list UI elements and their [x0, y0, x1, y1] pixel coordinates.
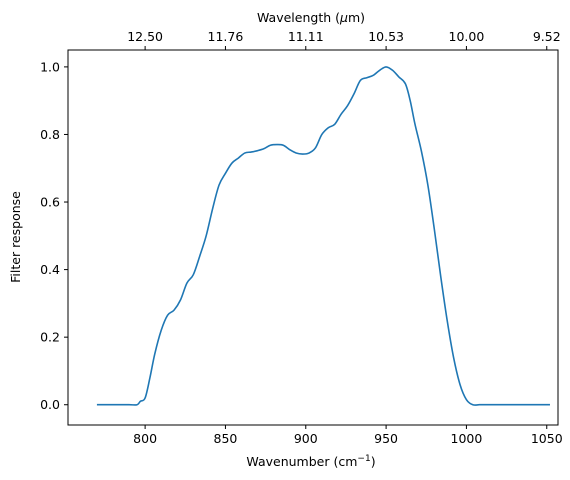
top-tick-label: 11.76: [208, 29, 244, 44]
x-axis-title: Wavenumber (cm−1): [246, 454, 375, 469]
top-tick-label: 10.53: [368, 29, 404, 44]
y-tick-label: 1.0: [40, 59, 60, 74]
top-axis-title-end: m): [348, 10, 365, 25]
y-tick-label: 0.0: [40, 397, 60, 412]
plot-frame: [67, 49, 559, 426]
series-line-0: [96, 66, 550, 406]
x-tick-label: 900: [294, 431, 318, 446]
plot-layer: [96, 66, 550, 406]
x-tick-label: 800: [133, 431, 157, 446]
x-tick-label: 950: [374, 431, 398, 446]
bottom-x-axis: 800 850 900 950 1000 1050: [133, 425, 563, 446]
x-axis-title-text: Wavenumber (cm: [246, 454, 357, 469]
x-tick-label: 850: [214, 431, 238, 446]
left-y-axis: 0.0 0.2 0.4 0.6 0.8 1.0: [40, 59, 68, 412]
top-axis-title: Wavelength (μm): [257, 10, 365, 25]
x-tick-label: 1050: [531, 431, 563, 446]
x-tick-label: 1000: [451, 431, 483, 446]
top-tick-label: 10.00: [449, 29, 485, 44]
top-tick-label: 11.11: [288, 29, 324, 44]
y-tick-label: 0.4: [40, 262, 60, 277]
y-tick-label: 0.2: [40, 330, 60, 345]
y-tick-label: 0.6: [40, 195, 60, 210]
top-axis-title-text: Wavelength (: [257, 10, 340, 25]
top-x-axis: 12.50 11.76 11.11 10.53 10.00 9.52: [127, 29, 561, 50]
y-axis-title: Filter response: [8, 191, 23, 283]
x-axis-title-end: ): [371, 454, 376, 469]
y-tick-label: 0.8: [40, 127, 60, 142]
top-tick-label: 12.50: [127, 29, 163, 44]
top-tick-label: 9.52: [533, 29, 561, 44]
top-axis-title-mu: μ: [339, 10, 348, 25]
x-axis-title-sup: −1: [357, 454, 370, 464]
